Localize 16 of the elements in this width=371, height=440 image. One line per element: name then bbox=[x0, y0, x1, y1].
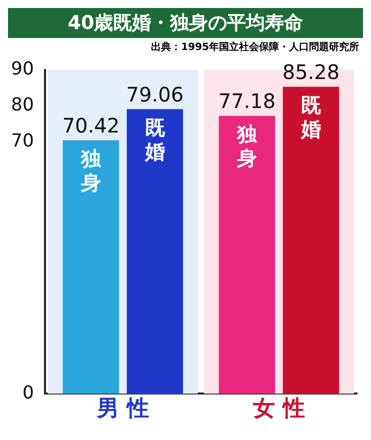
data-label: 70.42 bbox=[62, 113, 120, 138]
y-tick-label: 80 bbox=[11, 94, 34, 116]
y-tick-label: 70 bbox=[11, 130, 34, 152]
series-label: 既婚 bbox=[144, 115, 165, 164]
text: 既婚 bbox=[300, 92, 321, 141]
x-tick-label: 男 性 bbox=[96, 396, 149, 422]
y-tick-label: 90 bbox=[11, 58, 34, 80]
text: 独身 bbox=[80, 146, 101, 194]
data-label: 79.06 bbox=[126, 82, 184, 106]
chart-title: 40歳既婚・独身の平均寿命 bbox=[8, 8, 363, 38]
x-tick-label: 女 性 bbox=[252, 396, 305, 422]
data-label: 77.18 bbox=[218, 89, 276, 114]
data-label: 85.28 bbox=[282, 60, 340, 84]
y-tick-label: 0 bbox=[22, 382, 34, 404]
series-label: 独身 bbox=[236, 122, 258, 170]
chart-subtitle: 出典：1995年国立社会保障・人口問題研究所 bbox=[150, 40, 360, 55]
